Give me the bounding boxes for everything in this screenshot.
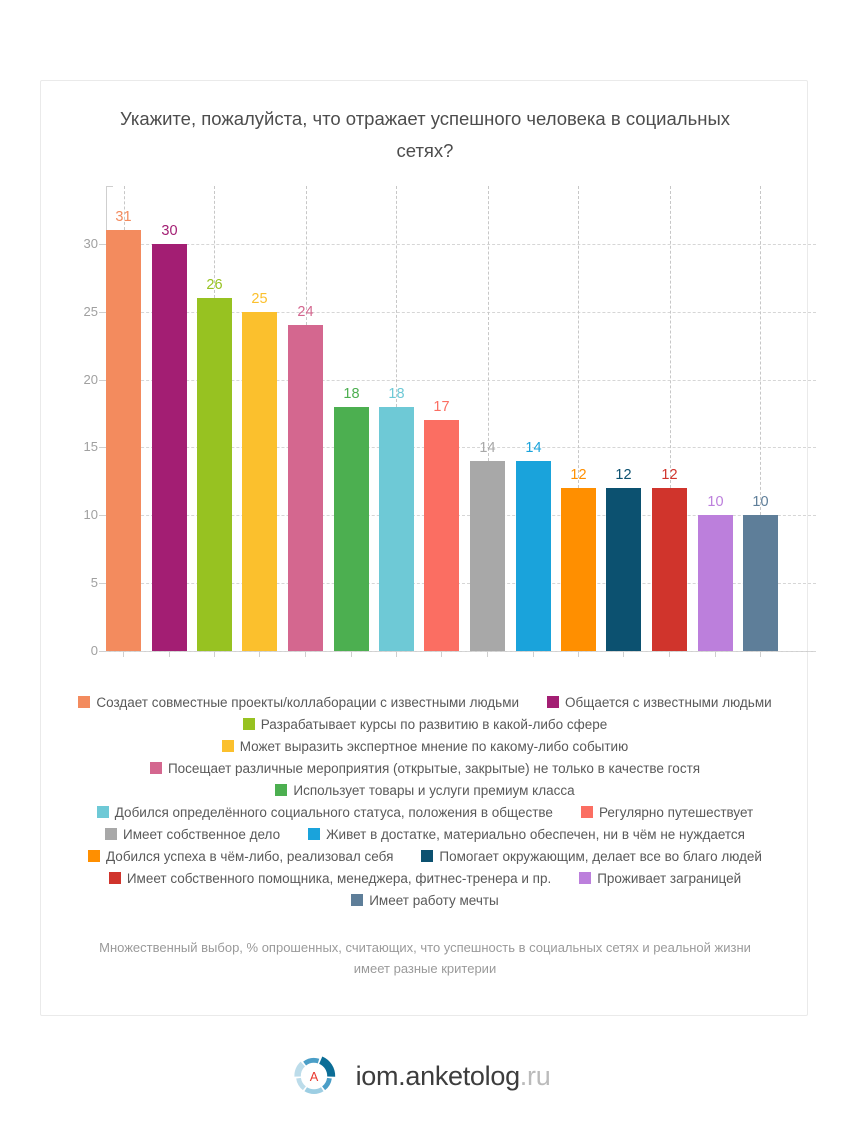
svg-text:A: A bbox=[309, 1069, 318, 1084]
